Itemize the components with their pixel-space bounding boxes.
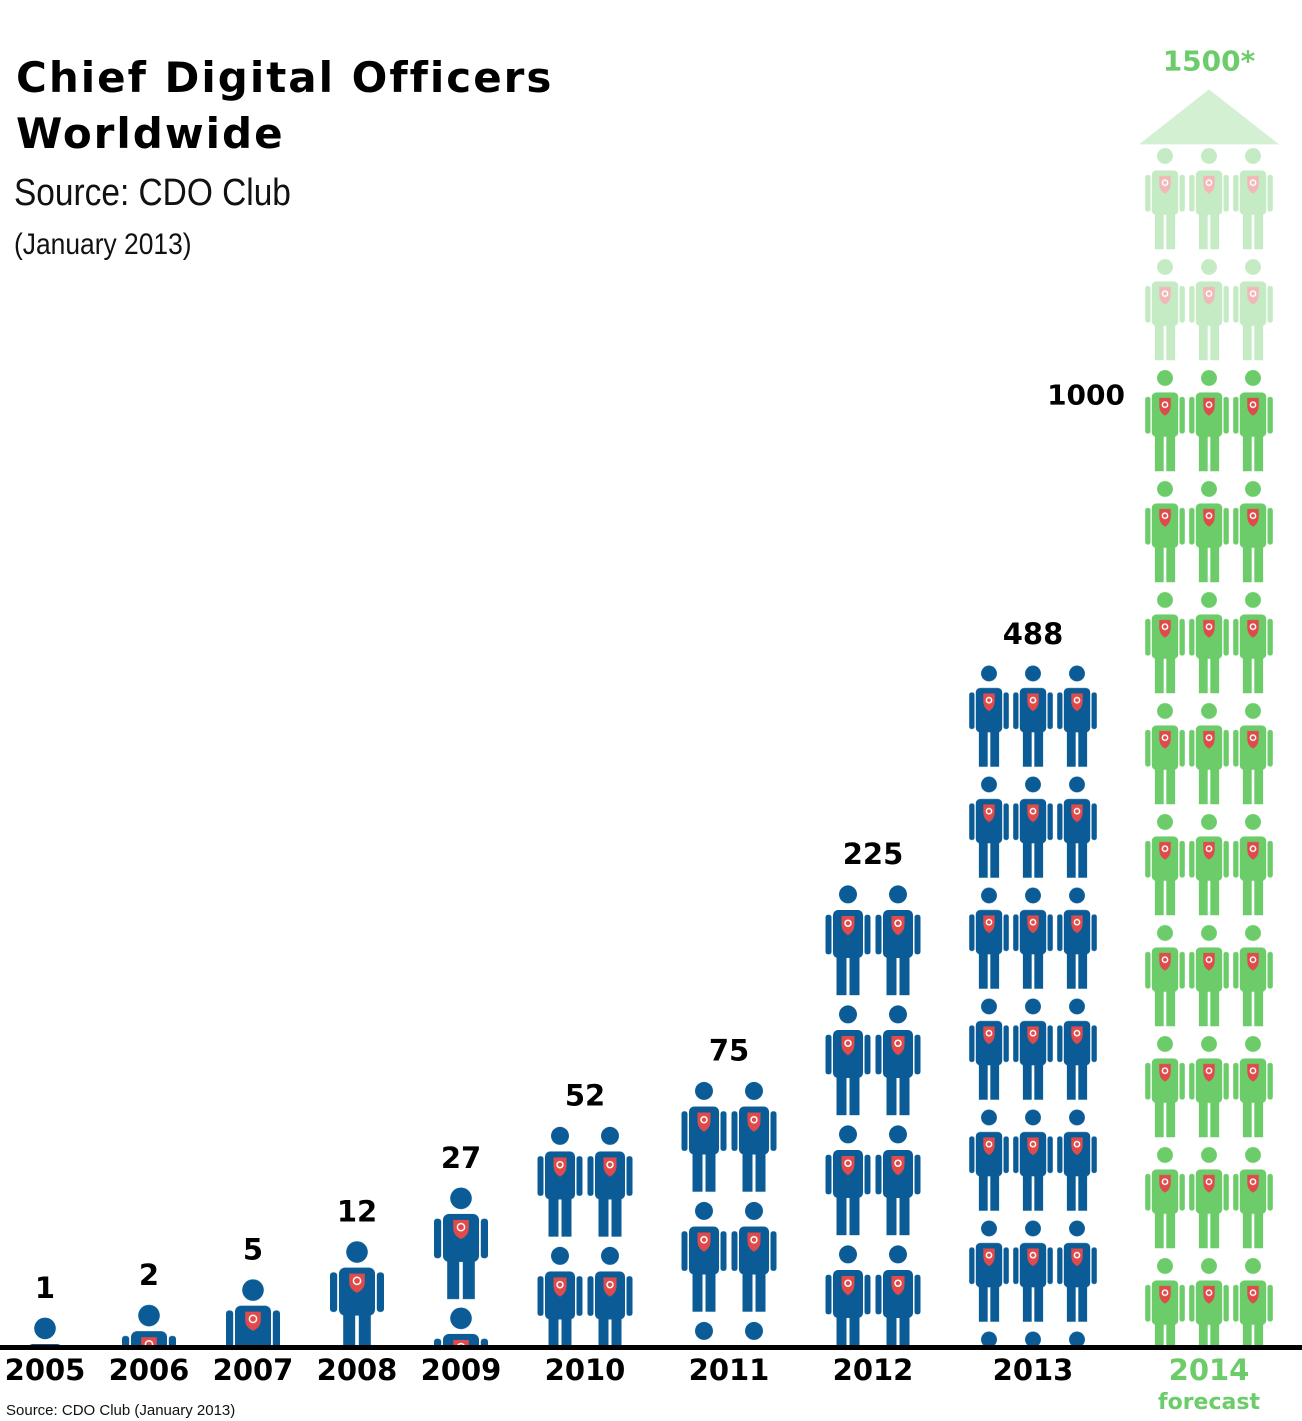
value-label: 75 <box>709 1034 749 1068</box>
chart-date: (January 2013) <box>14 228 192 261</box>
chart-title: Chief Digital Officers Worldwide <box>16 53 554 158</box>
x-tick-label: 2009 <box>421 1353 502 1387</box>
forecast-note: forecast <box>1158 1390 1260 1415</box>
value-label: 488 <box>1003 617 1064 651</box>
value-label: 5 <box>243 1233 263 1267</box>
x-tick-label: 2010 <box>545 1353 626 1387</box>
bar <box>823 880 923 1345</box>
bar <box>223 1275 283 1345</box>
x-tick-label: 2005 <box>5 1353 86 1387</box>
x-tick-label: 2011 <box>689 1353 770 1387</box>
x-tick-label: 2013 <box>993 1353 1074 1387</box>
x-tick-label: 2008 <box>317 1353 398 1387</box>
x-tick-label: 2007 <box>213 1353 294 1387</box>
forecast-bar <box>1143 144 1275 365</box>
value-label: 1000 <box>1047 379 1125 412</box>
bar <box>431 1183 491 1345</box>
x-tick-label: 2014 <box>1169 1353 1250 1387</box>
value-label: 2 <box>139 1258 159 1292</box>
bar <box>535 1121 635 1345</box>
forecast-arrow <box>1139 89 1279 145</box>
baseline <box>0 1345 1302 1350</box>
value-label: 52 <box>565 1078 605 1112</box>
bar <box>967 660 1099 1345</box>
bar <box>679 1076 779 1345</box>
forecast-label: 1500* <box>1163 44 1256 77</box>
bar <box>327 1237 387 1345</box>
value-label: 27 <box>441 1141 481 1175</box>
chart-subtitle: Source: CDO Club <box>14 172 291 214</box>
value-label: 12 <box>337 1195 377 1229</box>
bar <box>1143 364 1275 1345</box>
x-tick-label: 2012 <box>833 1353 914 1387</box>
value-label: 225 <box>843 837 904 871</box>
value-label: 1 <box>35 1271 55 1305</box>
bar <box>119 1301 179 1345</box>
x-tick-label: 2006 <box>109 1353 190 1387</box>
bar <box>15 1314 75 1345</box>
source-note: Source: CDO Club (January 2013) <box>6 1402 236 1419</box>
